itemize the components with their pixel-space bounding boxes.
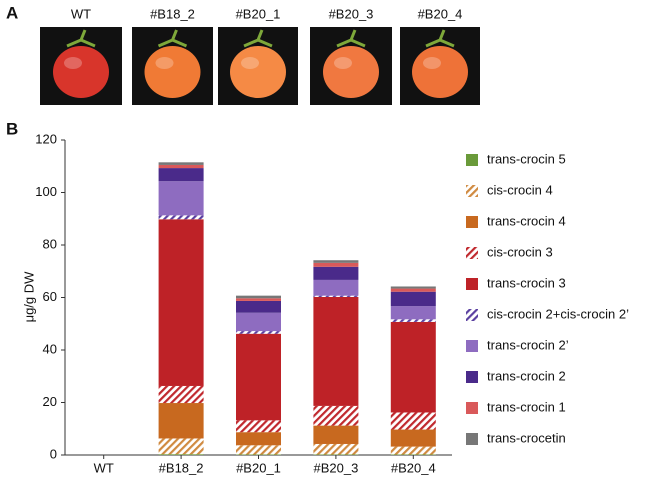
bar-segment (390, 291, 436, 307)
legend-swatch (466, 309, 478, 321)
legend-swatch (466, 278, 478, 290)
bar-segment (313, 296, 359, 406)
bar-segment (313, 295, 359, 297)
highlight (241, 57, 259, 69)
legend-swatch (466, 185, 478, 197)
y-tick-label: 100 (35, 184, 57, 199)
panel-label: B (6, 119, 18, 138)
y-tick-label: 20 (43, 394, 57, 409)
legend-swatch (466, 216, 478, 228)
highlight (64, 57, 82, 69)
bar-segment (158, 219, 204, 386)
legend-label: trans-crocin 4 (487, 213, 566, 228)
tomato (323, 46, 379, 98)
bar-segment (236, 298, 281, 301)
bar-segment (313, 425, 359, 444)
highlight (334, 57, 352, 69)
legend-label: cis-crocin 2+cis-crocin 2’ (487, 306, 629, 321)
legend-swatch (466, 433, 478, 445)
bar-segment (313, 279, 359, 296)
bar-segment (158, 164, 204, 169)
x-tick-label: #B20_3 (313, 460, 358, 475)
y-axis-label: μg/g DW (21, 271, 36, 323)
bar-segment (158, 162, 204, 165)
x-tick-label: #B18_2 (159, 460, 204, 475)
bar-segment (236, 331, 281, 334)
legend-label: trans-crocin 2’ (487, 337, 569, 352)
legend-label: trans-crocin 3 (487, 275, 566, 290)
bar-segment (390, 429, 436, 447)
legend-label: trans-crocetin (487, 430, 566, 445)
y-tick-label: 80 (43, 236, 57, 251)
bar-segment (158, 168, 204, 182)
calyx (425, 29, 455, 48)
bar-segment (313, 260, 359, 263)
x-tick-label: WT (94, 460, 114, 475)
bar-segment (313, 262, 359, 267)
bar-segment (313, 454, 359, 455)
bar-segment (313, 443, 359, 455)
bar-segment (158, 403, 204, 439)
legend-swatch (466, 371, 478, 383)
tomato (144, 46, 201, 98)
legend-label: trans-crocin 1 (487, 399, 566, 414)
legend-label: trans-crocin 5 (487, 151, 566, 166)
highlight (155, 57, 174, 69)
photo-label: #B20_3 (329, 6, 374, 21)
x-tick-label: #B20_1 (236, 460, 281, 475)
bar-segment (158, 454, 204, 455)
bar-segment (236, 420, 281, 433)
bar-segment (236, 333, 281, 421)
bar-segment (158, 385, 204, 404)
panel-label: A (6, 3, 18, 22)
bar-segment (158, 438, 204, 455)
calyx (336, 29, 366, 48)
bar-segment (390, 321, 436, 413)
calyx (243, 29, 273, 48)
bar-segment (390, 286, 436, 289)
photo-row: WT #B18_2 #B20_1 #B20_3 #B20_4 (40, 6, 480, 105)
bar-segment (236, 295, 281, 299)
legend-label: trans-crocin 2 (487, 368, 566, 383)
bar-segment (236, 445, 281, 455)
photo-label: #B20_4 (418, 6, 463, 21)
bar-segment (390, 454, 436, 455)
photo-label: WT (71, 6, 91, 21)
y-tick-label: 40 (43, 341, 57, 356)
legend-swatch (466, 402, 478, 414)
calyx (157, 29, 188, 48)
bar-segment (158, 181, 204, 216)
photo-label: #B18_2 (150, 6, 195, 21)
bar-segment (390, 306, 436, 320)
tomato (230, 46, 286, 98)
x-tick-label: #B20_4 (391, 460, 436, 475)
bar-segment (236, 300, 281, 313)
calyx (66, 29, 96, 48)
bar-segment (390, 319, 436, 322)
y-tick-label: 60 (43, 289, 57, 304)
bar-segment (158, 215, 204, 220)
bar-segment (236, 454, 281, 455)
bar-segment (390, 288, 436, 292)
bar-segment (390, 446, 436, 455)
photo-label: #B20_1 (236, 6, 281, 21)
bar-segment (313, 405, 359, 426)
legend-swatch (466, 340, 478, 352)
bar-segment (313, 266, 359, 280)
tomato (412, 46, 468, 98)
legend-label: cis-crocin 3 (487, 244, 553, 259)
y-tick-label: 120 (35, 131, 57, 146)
legend-swatch (466, 154, 478, 166)
bar-segment (390, 412, 436, 430)
y-tick-label: 0 (50, 446, 57, 461)
tomato (53, 46, 109, 98)
bar-segment (236, 432, 281, 446)
legend-swatch (466, 247, 478, 259)
bar-segment (236, 312, 281, 332)
highlight (423, 57, 441, 69)
legend-label: cis-crocin 4 (487, 182, 553, 197)
